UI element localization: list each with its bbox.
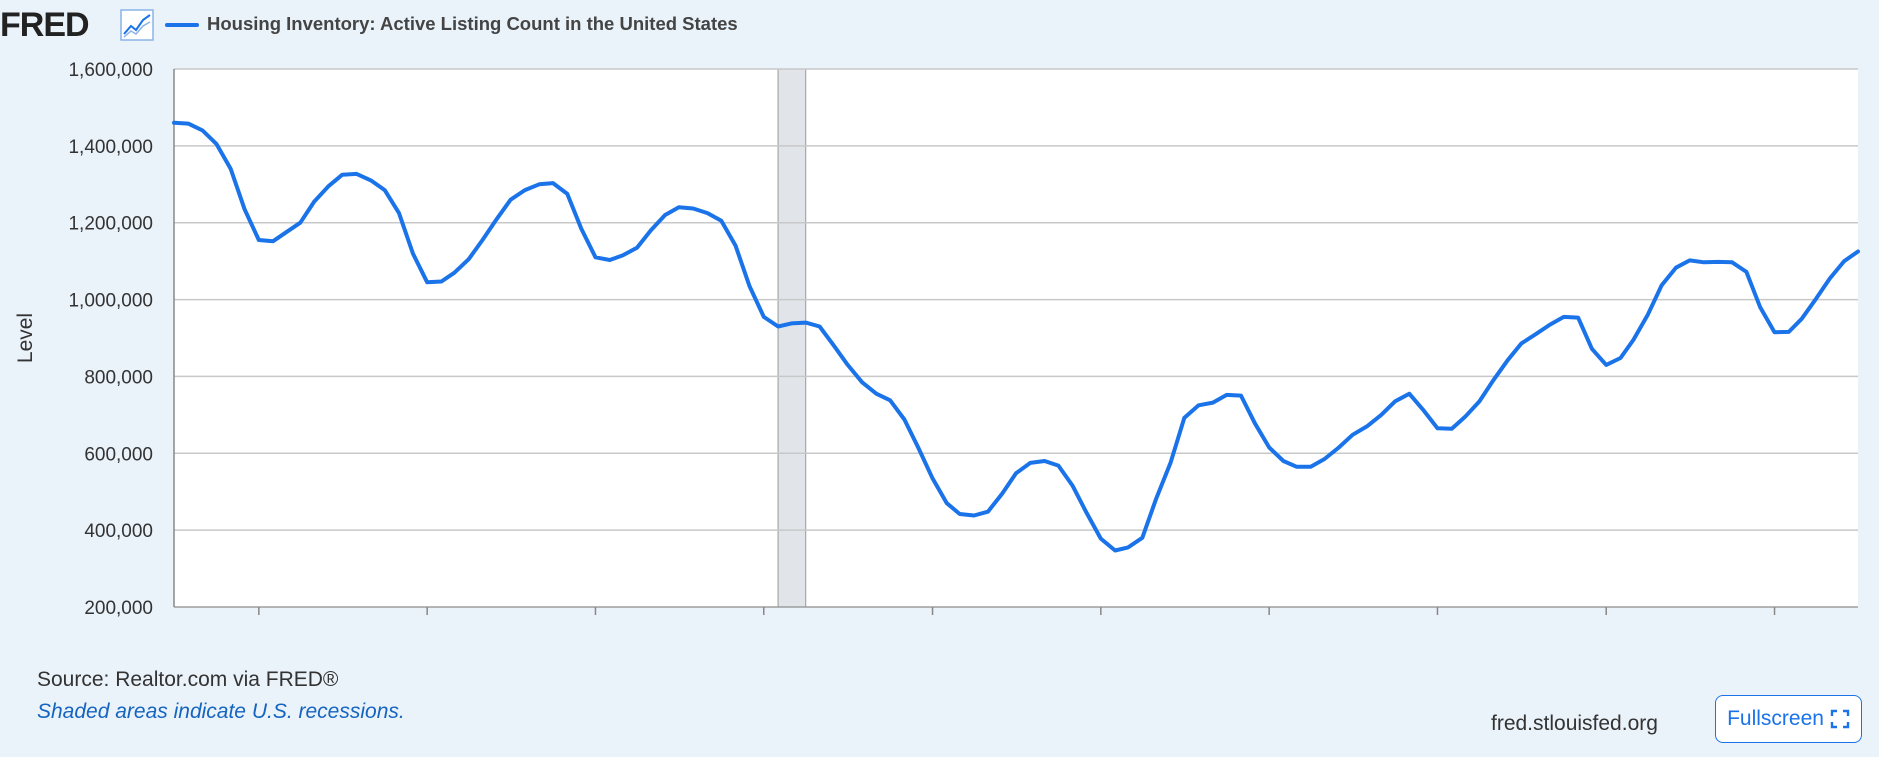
y-tick-label: 1,000,000 bbox=[68, 291, 153, 312]
legend-line-swatch bbox=[165, 23, 199, 27]
site-url: fred.stlouisfed.org bbox=[1491, 712, 1658, 735]
y-tick-label: 1,400,000 bbox=[68, 137, 153, 158]
y-axis-label: Level bbox=[14, 313, 37, 363]
expand-icon bbox=[1830, 709, 1850, 729]
fullscreen-button[interactable]: Fullscreen bbox=[1715, 695, 1862, 743]
recession-band bbox=[777, 68, 807, 608]
y-tick-label: 400,000 bbox=[84, 521, 153, 542]
y-tick-label: 1,200,000 bbox=[68, 214, 153, 235]
series-line bbox=[172, 120, 1860, 553]
y-tick-label: 200,000 bbox=[84, 598, 153, 619]
y-tick-label: 600,000 bbox=[84, 444, 153, 465]
series-title: Housing Inventory: Active Listing Count … bbox=[207, 13, 738, 34]
fred-logo[interactable]: FRED bbox=[0, 6, 90, 44]
recession-note: Shaded areas indicate U.S. recessions. bbox=[37, 700, 405, 723]
line-chart: 200,000 400,000 600,000 800,000 1,000,000 1,2… bbox=[14, 60, 1860, 619]
plot-area bbox=[174, 69, 1858, 607]
line-chart-icon bbox=[120, 9, 154, 41]
y-tick-label: 800,000 bbox=[84, 367, 153, 388]
y-tick-label: 1,600,000 bbox=[68, 60, 153, 81]
source-note: Source: Realtor.com via FRED® bbox=[37, 668, 339, 691]
fullscreen-label: Fullscreen bbox=[1727, 707, 1824, 730]
chart-header: FRED Housing Inventory: Active Listing C… bbox=[0, 0, 1879, 50]
